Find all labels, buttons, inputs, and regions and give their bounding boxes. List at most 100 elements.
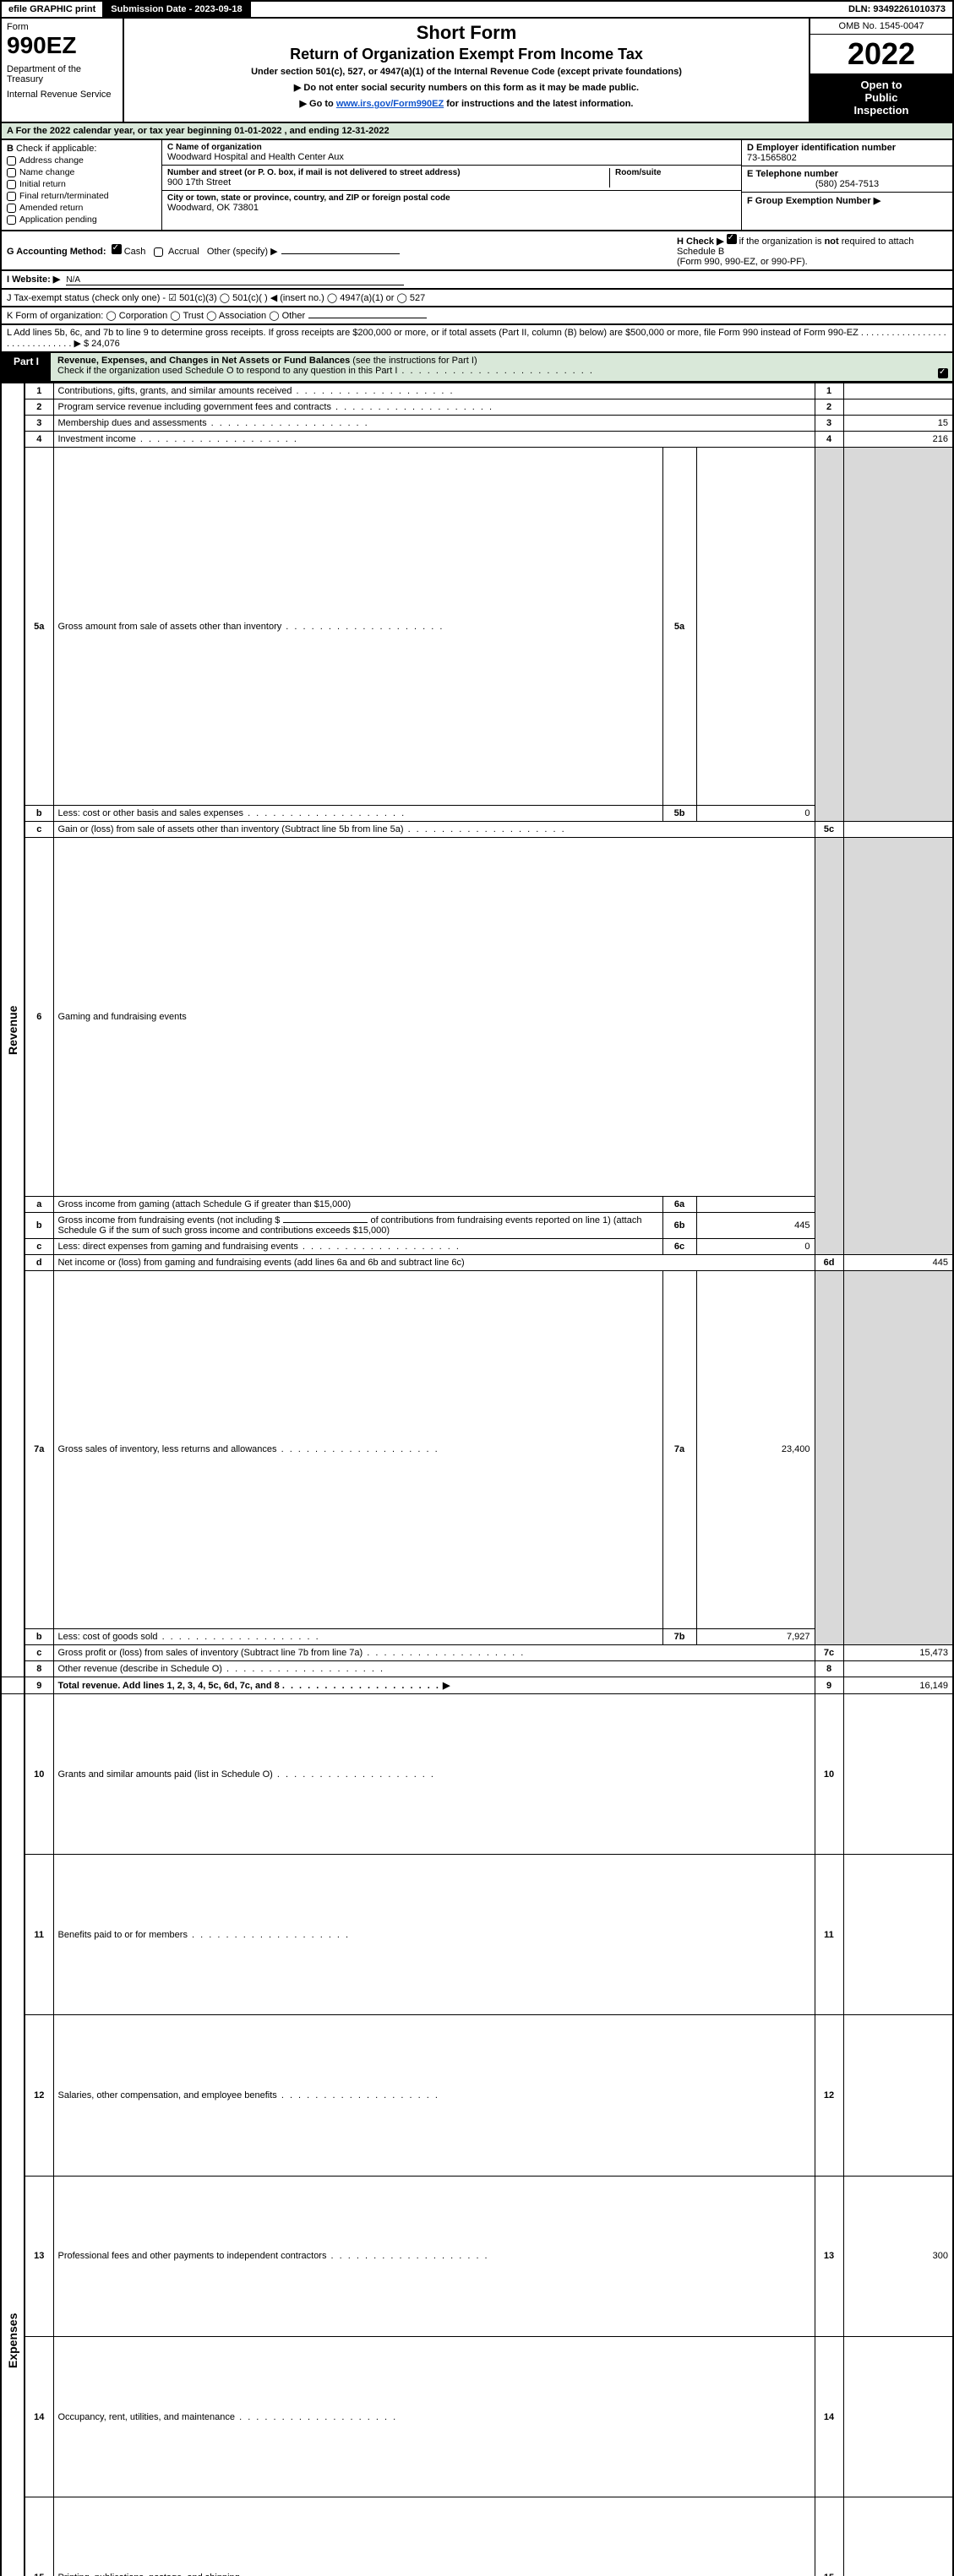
line-desc: Other revenue (describe in Schedule O) (53, 1661, 815, 1677)
lineno: a (25, 1196, 53, 1212)
cb-application-pending[interactable]: Application pending (7, 215, 156, 225)
cb-amended-return[interactable]: Amended return (7, 203, 156, 213)
lineno: b (25, 1629, 53, 1645)
lineno: 5a (25, 448, 53, 806)
sub-label: 6b (662, 1212, 696, 1238)
inspection-line1: Open to (814, 79, 949, 91)
line-col: 15 (815, 2497, 843, 2576)
cb-initial-return[interactable]: Initial return (7, 179, 156, 189)
line-desc: Gain or (loss) from sale of assets other… (53, 822, 815, 838)
line-desc: Investment income (53, 432, 815, 448)
i-label: I Website: ▶ (7, 274, 60, 285)
line-desc: Gaming and fundraising events (53, 838, 815, 1196)
omb-number: OMB No. 1545-0047 (810, 19, 952, 35)
sub-value: 445 (696, 1212, 815, 1238)
part1-title-bold: Revenue, Expenses, and Changes in Net As… (57, 356, 350, 366)
h-mid: if the organization is (739, 236, 825, 247)
grey-cell (843, 838, 953, 1254)
line-amount: 16,149 (843, 1677, 953, 1694)
cb-address-change[interactable]: Address change (7, 155, 156, 166)
lineno: 4 (25, 432, 53, 448)
line-desc: Net income or (loss) from gaming and fun… (53, 1254, 815, 1270)
checkbox-icon (7, 180, 16, 189)
contrib-field[interactable] (283, 1222, 368, 1223)
accrual-checkbox-icon[interactable] (154, 247, 163, 257)
line-desc: Gross income from fundraising events (no… (53, 1212, 662, 1238)
line-desc: Less: cost of goods sold (53, 1629, 662, 1645)
ssn-note: ▶ Do not enter social security numbers o… (133, 82, 800, 93)
part1-header: Part I Revenue, Expenses, and Changes in… (0, 353, 954, 383)
line-a: A For the 2022 calendar year, or tax yea… (0, 123, 954, 140)
sub-label: 5a (662, 448, 696, 806)
line-amount: 15 (843, 416, 953, 432)
line-desc: Occupancy, rent, utilities, and maintena… (53, 2336, 815, 2497)
entity-block: B Check if applicable: Address change Na… (0, 140, 954, 231)
grey-cell (815, 1270, 843, 1644)
l-text: L Add lines 5b, 6c, and 7b to line 9 to … (7, 328, 946, 349)
cb-name-change[interactable]: Name change (7, 167, 156, 177)
line-desc: Grants and similar amounts paid (list in… (53, 1694, 815, 1855)
checkbox-icon (7, 168, 16, 177)
cb-final-return[interactable]: Final return/terminated (7, 191, 156, 201)
lineno: b (25, 1212, 53, 1238)
ein-value: 73-1565802 (747, 153, 947, 163)
tax-year: 2022 (810, 35, 952, 73)
line-amount (843, 399, 953, 416)
c-label: C Name of organization (167, 143, 344, 152)
checkbox-icon (7, 192, 16, 201)
lineno: 3 (25, 416, 53, 432)
line-desc: Gross amount from sale of assets other t… (53, 448, 662, 806)
phone-value: (580) 254-7513 (747, 179, 947, 189)
line-col: 10 (815, 1694, 843, 1855)
line-col: 2 (815, 399, 843, 416)
sub-value (696, 448, 815, 806)
line-amount (843, 1694, 953, 1855)
part1-subline: Check if the organization used Schedule … (57, 366, 397, 376)
form-number: 990EZ (7, 32, 117, 59)
dept-treasury: Department of the Treasury (7, 64, 117, 84)
line-desc: Total revenue. Add lines 1, 2, 3, 4, 5c,… (53, 1677, 815, 1694)
line-amount (843, 2015, 953, 2176)
org-name: Woodward Hospital and Health Center Aux (167, 152, 344, 162)
line-amount (843, 1661, 953, 1677)
g-label: G Accounting Method: (7, 247, 106, 257)
goto-pre: ▶ Go to (300, 99, 336, 109)
applicable-checkboxes: Address change Name change Initial retur… (7, 155, 156, 225)
h-t4: (Form 990, 990-EZ, or 990-PF). (677, 257, 808, 267)
room-cell: Room/suite (609, 168, 736, 187)
website-value: N/A (66, 275, 80, 285)
g-other: Other (specify) ▶ (207, 247, 278, 257)
form-header: Form 990EZ Department of the Treasury In… (0, 19, 954, 123)
city-row: City or town, state or province, country… (162, 191, 741, 230)
accounting-method: G Accounting Method: Cash Accrual Other … (7, 244, 400, 257)
k-text: K Form of organization: ◯ Corporation ◯ … (7, 311, 305, 321)
line-col: 13 (815, 2176, 843, 2336)
line-desc: Contributions, gifts, grants, and simila… (53, 383, 815, 399)
line-col: 4 (815, 432, 843, 448)
group-exemption-row: F Group Exemption Number ▶ (742, 193, 952, 230)
line-amount (843, 1855, 953, 2015)
goto-post: for instructions and the latest informat… (444, 99, 633, 109)
lineno: c (25, 1238, 53, 1254)
org-name-row: C Name of organization Woodward Hospital… (162, 140, 741, 166)
inspection-line2: Public (814, 91, 949, 104)
line-col: 7c (815, 1645, 843, 1661)
inspection-badge: Open to Public Inspection (810, 73, 952, 122)
line-amount (843, 2497, 953, 2576)
dept-irs: Internal Revenue Service (7, 90, 117, 100)
line-amount (843, 822, 953, 838)
sub-value: 0 (696, 806, 815, 822)
city-label: City or town, state or province, country… (167, 193, 450, 203)
lineno: b (25, 806, 53, 822)
lineno: 6 (25, 838, 53, 1196)
other-specify-field[interactable] (281, 253, 400, 254)
sub-value: 23,400 (696, 1270, 815, 1628)
entity-center: C Name of organization Woodward Hospital… (162, 140, 741, 230)
irs-link[interactable]: www.irs.gov/Form990EZ (336, 99, 444, 109)
website-field: N/A (66, 274, 404, 285)
inspection-line3: Inspection (814, 104, 949, 117)
rev-sidebar-end (1, 1677, 25, 1694)
h-pre: H Check ▶ (677, 236, 724, 247)
line-desc: Printing, publications, postage, and shi… (53, 2497, 815, 2576)
subtitle: Under section 501(c), 527, or 4947(a)(1)… (133, 67, 800, 77)
